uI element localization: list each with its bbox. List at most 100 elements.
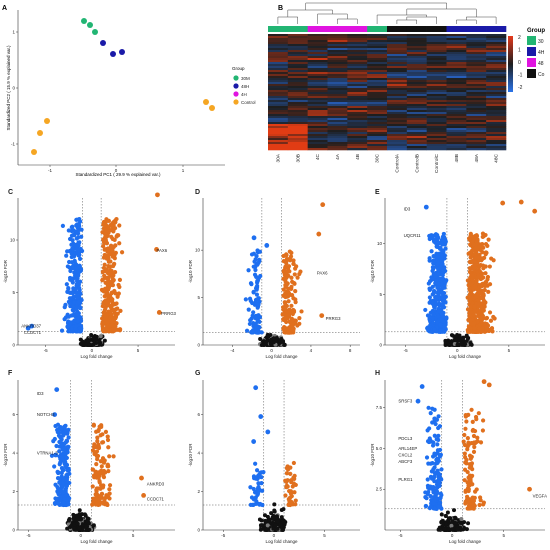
heatmap-cell	[307, 104, 328, 107]
heatmap-cell	[367, 146, 388, 149]
heatmap-cell	[406, 64, 427, 67]
heatmap-cell	[287, 94, 308, 97]
heatmap-cell	[367, 122, 388, 125]
volcano-point	[119, 250, 125, 255]
heatmap-cell	[486, 102, 507, 105]
heatmap-cell	[486, 72, 507, 75]
volcano-point	[115, 294, 120, 299]
heatmap-cell	[406, 132, 427, 135]
heatmap-scale-tick: 2	[518, 35, 521, 41]
heatmap-cell	[347, 88, 368, 91]
heatmap-group-label: 30	[538, 39, 544, 45]
heatmap-cell	[287, 102, 308, 105]
volcano-point	[64, 483, 69, 488]
heatmap-cell	[466, 128, 487, 131]
pca-legend-label: 4H	[241, 92, 247, 97]
volcano-point	[439, 311, 444, 317]
heatmap-cell	[268, 94, 289, 97]
heatmap-cell	[426, 114, 447, 117]
volcano-point	[256, 481, 261, 486]
volcano-point	[290, 311, 295, 317]
volcano-point	[59, 328, 65, 333]
heatmap-cell	[426, 134, 447, 137]
heatmap-cell	[287, 110, 308, 113]
gene-label: ANKRD3	[147, 481, 165, 486]
heatmap-cell	[268, 72, 289, 75]
volcano-point	[99, 464, 104, 469]
heatmap-cell	[406, 60, 427, 63]
heatmap-cell	[466, 72, 487, 75]
volcano-point	[431, 488, 436, 493]
heatmap-cell	[466, 112, 487, 115]
volcano-point	[430, 406, 435, 411]
heatmap-cell	[466, 146, 487, 149]
volcano-point	[427, 236, 432, 242]
volcano-point	[292, 272, 297, 277]
heatmap-cell	[307, 118, 328, 121]
heatmap-cell	[406, 136, 427, 139]
volcano-point	[71, 512, 76, 517]
heatmap-cell	[466, 44, 487, 47]
heatmap-cell	[287, 138, 308, 141]
heatmap-cell	[406, 110, 427, 113]
heatmap-cell	[347, 50, 368, 53]
volcano-point	[283, 300, 288, 306]
volcano-point	[54, 387, 60, 393]
heatmap-cell	[327, 72, 348, 75]
gene-label: PRRG3	[161, 311, 176, 316]
volcano-point	[264, 243, 270, 248]
volcano-point	[109, 291, 114, 296]
heatmap-column-label: ControlA	[394, 153, 400, 172]
volcano-point	[432, 327, 437, 332]
heatmap-cell	[287, 46, 308, 49]
volcano-points	[415, 379, 532, 532]
heatmap-cell	[367, 138, 388, 141]
volcano-point	[486, 289, 491, 294]
volcano-point	[91, 342, 96, 347]
heatmap-cell	[466, 60, 487, 63]
volcano-point	[139, 475, 144, 481]
volcano-point	[65, 249, 70, 254]
volcano-point	[67, 301, 72, 306]
heatmap-cell	[426, 48, 447, 51]
volcano-point	[154, 247, 159, 252]
volcano-point	[105, 248, 110, 254]
heatmap-cell	[327, 48, 348, 51]
heatmap-cell	[387, 128, 408, 131]
volcano-point	[116, 282, 121, 288]
heatmap-cell	[268, 124, 289, 127]
volcano-point	[476, 313, 481, 318]
heatmap-cell	[307, 46, 328, 49]
volcano-point	[73, 324, 79, 329]
heatmap-cell	[387, 62, 408, 65]
heatmap-cell	[327, 38, 348, 41]
volcano-point	[431, 258, 436, 263]
volcano-point	[106, 275, 111, 280]
heatmap-cell	[347, 56, 368, 59]
heatmap-group-label: 4H	[538, 50, 545, 56]
pca-legend-swatch	[233, 91, 239, 97]
volcano-point	[77, 227, 82, 232]
heatmap-cell	[446, 44, 467, 47]
volcano-point	[280, 339, 285, 344]
heatmap-cell	[426, 124, 447, 127]
heatmap-cell	[367, 56, 388, 59]
volcano-x-tick-label: 0	[451, 533, 454, 538]
heatmap-cell	[426, 40, 447, 43]
volcano-point	[462, 451, 467, 456]
heatmap-cell	[287, 132, 308, 135]
volcano-point	[110, 276, 115, 281]
volcano-point	[286, 290, 291, 295]
heatmap-cell	[387, 82, 408, 85]
volcano-point	[263, 518, 268, 523]
volcano-point	[490, 329, 495, 334]
volcano-point	[77, 249, 82, 255]
heatmap-cell	[387, 46, 408, 49]
heatmap-cell	[327, 140, 348, 143]
heatmap-cell	[446, 54, 467, 57]
gene-label: VTRNA1-3	[37, 451, 58, 456]
heatmap-cell	[486, 50, 507, 53]
heatmap-cell	[466, 96, 487, 99]
heatmap-cell	[387, 144, 408, 147]
volcano-point	[107, 487, 112, 492]
